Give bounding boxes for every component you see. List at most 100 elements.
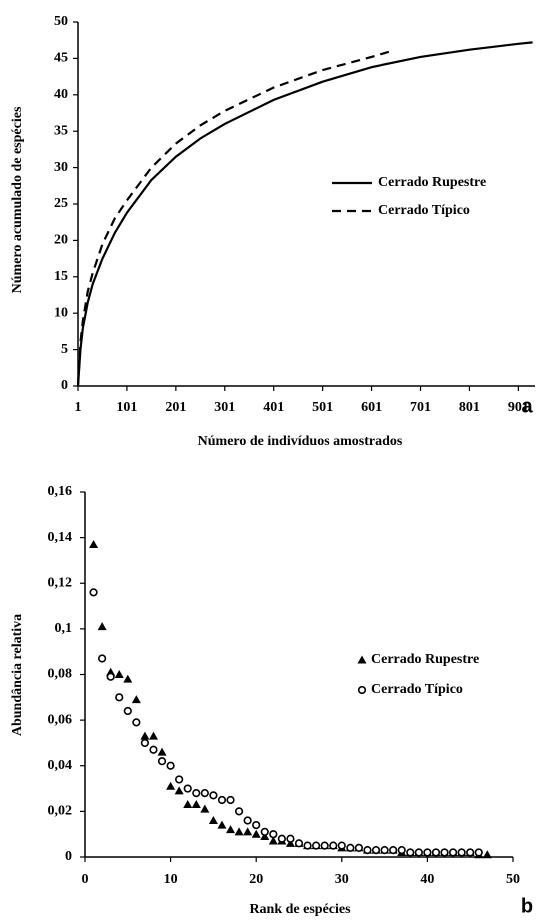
marker (123, 706, 132, 716)
legend-swatch (357, 655, 367, 664)
y-tick-label: 50 (54, 14, 68, 29)
marker (174, 786, 184, 795)
x-tick-label: 101 (116, 400, 137, 415)
marker (482, 850, 492, 859)
marker (98, 654, 107, 663)
marker (448, 848, 458, 857)
marker (140, 738, 150, 748)
marker (132, 718, 141, 727)
line-series (76, 41, 533, 387)
marker (431, 848, 441, 857)
line-series (76, 50, 392, 387)
y-tick-label: 0,12 (48, 575, 73, 590)
marker (303, 841, 312, 850)
x-tick-label: 301 (214, 400, 235, 415)
panel-label: b (521, 895, 533, 917)
marker (277, 834, 286, 843)
marker (106, 672, 115, 681)
marker (397, 846, 406, 855)
x-tick-label: 901 (508, 400, 529, 415)
y-tick-label: 45 (54, 51, 68, 66)
marker (269, 830, 278, 839)
marker (354, 843, 364, 852)
marker (200, 804, 210, 813)
y-tick-label: 10 (54, 305, 68, 320)
marker (208, 816, 218, 824)
marker (89, 588, 98, 597)
marker (234, 807, 244, 816)
marker (89, 539, 99, 548)
y-axis-title: Abundância relativa (10, 614, 25, 736)
marker (251, 829, 261, 838)
marker (166, 781, 176, 790)
x-tick-label: 701 (410, 400, 431, 415)
y-tick-label: 0,08 (48, 667, 73, 682)
marker (115, 693, 124, 702)
y-tick-label: 0,14 (48, 530, 73, 545)
x-tick-label: 601 (361, 400, 382, 415)
x-axis-title: Número de indivíduos amostrados (198, 434, 403, 449)
legend-label: Cerrado Típico (371, 682, 463, 697)
marker (320, 841, 329, 850)
x-tick-label: 801 (459, 400, 480, 415)
marker (389, 846, 398, 855)
marker (131, 695, 141, 704)
marker (226, 795, 235, 805)
marker (243, 816, 252, 825)
marker (200, 789, 209, 798)
marker (166, 761, 175, 770)
x-tick-label: 20 (249, 872, 263, 887)
y-tick-label: 40 (54, 87, 68, 102)
y-tick-label: 0,04 (48, 758, 73, 773)
legend-label: Cerrado Típico (378, 203, 470, 218)
y-tick-label: 0 (65, 849, 72, 864)
marker (252, 820, 261, 830)
y-tick-label: 15 (54, 269, 68, 284)
marker (217, 820, 227, 829)
x-tick-label: 201 (165, 400, 186, 415)
marker (149, 745, 158, 754)
y-tick-label: 25 (54, 196, 68, 211)
marker (157, 757, 167, 766)
marker (97, 622, 107, 631)
x-tick-label: 30 (335, 872, 349, 887)
marker (191, 800, 201, 809)
marker (423, 848, 432, 857)
marker (260, 827, 269, 837)
marker (286, 834, 295, 843)
y-tick-label: 20 (54, 233, 68, 248)
y-tick-label: 0,02 (48, 804, 73, 819)
marker (183, 800, 193, 809)
y-tick-label: 30 (54, 160, 68, 175)
marker (312, 841, 321, 850)
marker (157, 747, 167, 756)
marker (294, 839, 304, 848)
marker (329, 841, 338, 850)
x-tick-label: 501 (312, 400, 333, 415)
marker (175, 775, 184, 784)
marker (414, 848, 423, 857)
marker (183, 784, 192, 793)
marker (457, 848, 466, 857)
x-tick-label: 40 (420, 872, 434, 887)
legend-label: Cerrado Rupestre (378, 175, 486, 190)
legend-swatch (357, 685, 367, 695)
marker (474, 848, 483, 857)
marker (406, 848, 415, 857)
marker (346, 843, 355, 852)
x-tick-label: 0 (82, 872, 89, 887)
marker (123, 674, 133, 683)
x-axis-title: Rank de espécies (249, 902, 351, 917)
marker (217, 795, 227, 805)
legend-label: Cerrado Rupestre (371, 652, 479, 667)
marker (140, 731, 150, 740)
marker (371, 846, 381, 855)
marker (148, 731, 158, 740)
x-tick-label: 1 (75, 400, 82, 415)
y-tick-label: 0,16 (48, 484, 73, 499)
marker (234, 827, 244, 836)
marker (380, 846, 389, 855)
y-tick-label: 0 (61, 378, 68, 393)
marker (243, 827, 253, 836)
